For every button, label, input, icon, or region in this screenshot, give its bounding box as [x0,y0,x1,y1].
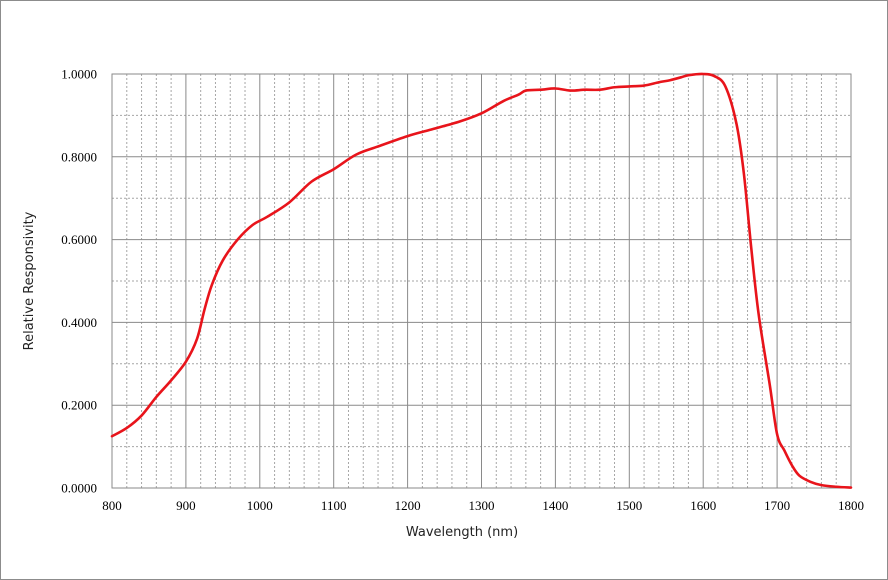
x-tick-label: 1400 [542,498,568,513]
plot-area-border [111,73,852,489]
y-tick-label: 0.0000 [61,481,97,496]
x-tick-label: 1300 [469,498,495,513]
x-tick-label: 1500 [616,498,642,513]
x-tick-label: 1800 [838,498,864,513]
series [110,72,853,489]
x-tick-label: 800 [102,498,122,513]
x-tick-label: 900 [176,498,196,513]
y-tick-label: 0.2000 [61,398,97,413]
y-tick-label: 0.6000 [61,232,97,247]
x-tick-label: 1700 [764,498,790,513]
y-tick-label: 0.8000 [61,149,97,164]
x-axis-title: Wavelength (nm) [406,525,518,540]
grid [111,73,852,489]
y-axis-title: Relative Responsivity [22,211,37,350]
tick-labels: 800 900 1000 1100 1200 1300 1400 1500 1600 1700 18… [61,67,864,514]
x-tick-label: 1200 [395,498,421,513]
responsivity-line [110,72,853,489]
y-tick-label: 1.0000 [61,67,97,82]
x-tick-label: 1100 [321,498,347,513]
x-tick-label: 1600 [690,498,716,513]
y-tick-label: 0.4000 [61,315,97,330]
x-tick-label: 1000 [247,498,273,513]
